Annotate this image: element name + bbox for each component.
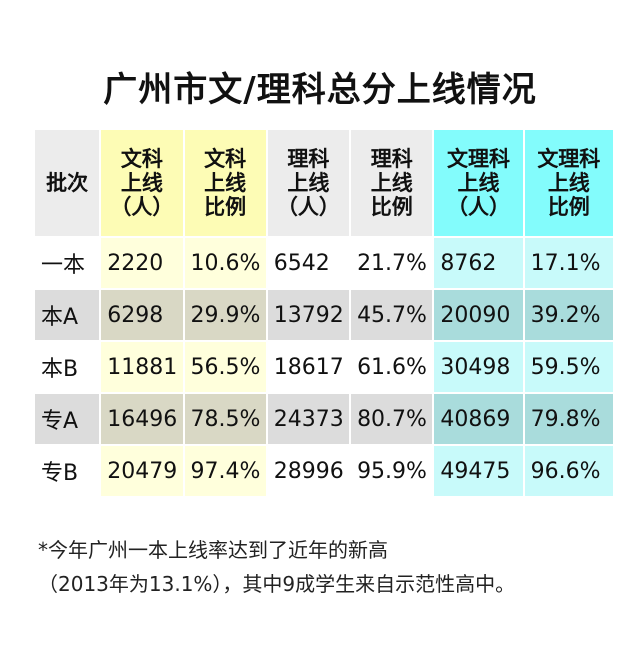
footnote-line: （2013年为13.1%），其中9成学生来自示范性高中。 xyxy=(38,572,516,596)
header-label-line: 理科 xyxy=(370,147,413,171)
table-row: 一本 2220 10.6% 6542 21.7% 8762 17.1% xyxy=(32,236,616,290)
header-label-line: （人） xyxy=(446,195,510,219)
cell-total-ratio: 59.5% xyxy=(522,340,616,394)
header-wen-count: 文科 上线 （人） xyxy=(99,128,185,238)
cell-wen-ratio: 78.5% xyxy=(182,392,268,446)
cell-wen-count: 16496 xyxy=(99,392,185,446)
header-label-line: （人） xyxy=(276,195,340,219)
header-label-line: 上线 xyxy=(547,171,590,195)
cell-total-count: 8762 xyxy=(432,236,525,290)
cell-batch: 本B xyxy=(32,340,102,394)
cell-wen-count: 2220 xyxy=(99,236,185,290)
cell-total-ratio: 96.6% xyxy=(522,444,616,498)
header-label-line: 比例 xyxy=(547,195,590,219)
cell-wen-ratio: 10.6% xyxy=(182,236,268,290)
cell-total-ratio: 39.2% xyxy=(522,288,616,342)
header-total-ratio: 文理科 上线 比例 xyxy=(522,128,616,238)
table-row: 专A 16496 78.5% 24373 80.7% 40869 79.8% xyxy=(32,392,616,446)
cell-wen-count: 6298 xyxy=(99,288,185,342)
header-label-line: 批次 xyxy=(46,171,89,195)
cell-li-count: 6542 xyxy=(265,236,352,290)
cell-wen-ratio: 56.5% xyxy=(182,340,268,394)
header-label-line: 文理科 xyxy=(446,147,510,171)
header-label-line: 文科 xyxy=(204,147,247,171)
header-label-line: 上线 xyxy=(204,171,247,195)
cell-batch: 专B xyxy=(32,444,102,498)
table-header-row: 批次 文科 上线 （人） 文科 上线 比例 理科 上线 （人） 理科 上线 比例 文理科 上线 （人… xyxy=(32,128,616,238)
cell-total-count: 30498 xyxy=(432,340,525,394)
cell-wen-ratio: 97.4% xyxy=(182,444,268,498)
cell-total-count: 40869 xyxy=(432,392,525,446)
table-row: 本B 11881 56.5% 18617 61.6% 30498 59.5% xyxy=(32,340,616,394)
cell-li-count: 13792 xyxy=(265,288,352,342)
footnote: *今年广州一本上线率达到了近年的新高 （2013年为13.1%），其中9成学生来… xyxy=(38,533,628,601)
header-li-ratio: 理科 上线 比例 xyxy=(349,128,435,238)
cell-wen-ratio: 29.9% xyxy=(182,288,268,342)
table-row: 专B 20479 97.4% 28996 95.9% 49475 96.6% xyxy=(32,444,616,498)
cell-total-count: 49475 xyxy=(432,444,525,498)
cell-li-ratio: 61.6% xyxy=(349,340,435,394)
cell-total-ratio: 79.8% xyxy=(522,392,616,446)
header-label-line: 上线 xyxy=(370,171,413,195)
header-label-line: 理科 xyxy=(287,147,330,171)
header-label-line: 文科 xyxy=(120,147,163,171)
header-label-line: 上线 xyxy=(457,171,500,195)
header-label-line: 上线 xyxy=(120,171,163,195)
cell-batch: 一本 xyxy=(32,236,102,290)
footnote-line: *今年广州一本上线率达到了近年的新高 xyxy=(38,538,388,562)
score-line-table: 批次 文科 上线 （人） 文科 上线 比例 理科 上线 （人） 理科 上线 比例 文理科 上线 （人… xyxy=(32,128,616,498)
cell-total-count: 20090 xyxy=(432,288,525,342)
header-li-count: 理科 上线 （人） xyxy=(265,128,352,238)
cell-batch: 本A xyxy=(32,288,102,342)
cell-batch: 专A xyxy=(32,392,102,446)
cell-li-count: 28996 xyxy=(265,444,352,498)
header-label-line: 上线 xyxy=(287,171,330,195)
cell-wen-count: 11881 xyxy=(99,340,185,394)
cell-li-count: 24373 xyxy=(265,392,352,446)
header-batch: 批次 xyxy=(32,128,102,238)
cell-total-ratio: 17.1% xyxy=(522,236,616,290)
cell-li-ratio: 45.7% xyxy=(349,288,435,342)
cell-li-ratio: 21.7% xyxy=(349,236,435,290)
page-title: 广州市文/理科总分上线情况 xyxy=(103,70,537,110)
header-label-line: 文理科 xyxy=(537,147,601,171)
cell-li-ratio: 95.9% xyxy=(349,444,435,498)
header-label-line: 比例 xyxy=(204,195,247,219)
header-label-line: （人） xyxy=(110,195,174,219)
header-wen-ratio: 文科 上线 比例 xyxy=(182,128,268,238)
table-row: 本A 6298 29.9% 13792 45.7% 20090 39.2% xyxy=(32,288,616,342)
cell-li-count: 18617 xyxy=(265,340,352,394)
header-label-line: 比例 xyxy=(370,195,413,219)
cell-wen-count: 20479 xyxy=(99,444,185,498)
cell-li-ratio: 80.7% xyxy=(349,392,435,446)
header-total-count: 文理科 上线 （人） xyxy=(432,128,525,238)
